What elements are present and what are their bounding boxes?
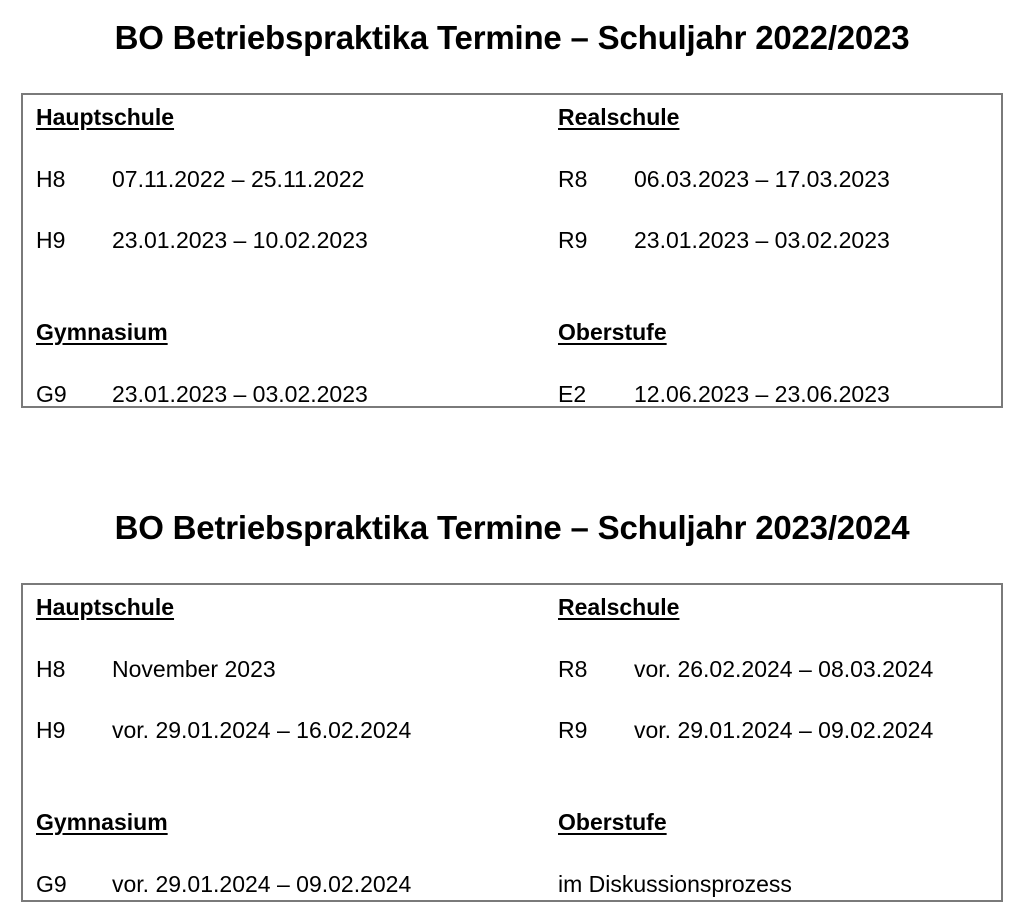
group-heading-realschule: Realschule	[558, 104, 680, 130]
table-column-left: Hauptschule H8 November 2023 H9 vor. 29.…	[23, 585, 558, 900]
row-code: H9	[36, 227, 66, 253]
row-code: R8	[558, 656, 588, 682]
row-value: 06.03.2023 – 17.03.2023	[634, 166, 890, 192]
row-code: R8	[558, 166, 588, 192]
row-value: 23.01.2023 – 10.02.2023	[112, 227, 368, 253]
row-value: November 2023	[112, 656, 276, 682]
row-value: 07.11.2022 – 25.11.2022	[112, 166, 365, 192]
section-title-2022-2023: BO Betriebspraktika Termine – Schuljahr …	[114, 19, 910, 56]
group-heading-oberstufe: Oberstufe	[558, 809, 667, 835]
row-code: G9	[36, 871, 67, 897]
row-value: 23.01.2023 – 03.02.2023	[634, 227, 890, 253]
row-value: vor. 29.01.2024 – 09.02.2024	[112, 871, 412, 897]
group-heading-hauptschule: Hauptschule	[36, 594, 175, 620]
group-heading-oberstufe: Oberstufe	[558, 319, 667, 345]
table-column-right: Realschule R8 vor. 26.02.2024 – 08.03.20…	[558, 585, 1001, 900]
schedule-table-2022-2023: Hauptschule H8 07.11.2022 – 25.11.2022 H…	[21, 93, 1003, 408]
row-code: H8	[36, 166, 66, 192]
table-column-right: Realschule R8 06.03.2023 – 17.03.2023 R9…	[558, 95, 1001, 407]
row-code: H8	[36, 656, 66, 682]
row-code: E2	[558, 381, 587, 407]
table-column-left: Hauptschule H8 07.11.2022 – 25.11.2022 H…	[23, 95, 558, 407]
row-code: H9	[36, 717, 66, 743]
row-value: vor. 26.02.2024 – 08.03.2024	[634, 656, 934, 682]
row-code: R9	[558, 717, 588, 743]
row-code: R9	[558, 227, 588, 253]
row-code: G9	[36, 381, 67, 407]
section-title-2023-2024: BO Betriebspraktika Termine – Schuljahr …	[114, 509, 910, 546]
schedule-table-2023-2024: Hauptschule H8 November 2023 H9 vor. 29.…	[21, 583, 1003, 902]
row-value: 12.06.2023 – 23.06.2023	[634, 381, 890, 407]
row-value: vor. 29.01.2024 – 16.02.2024	[112, 717, 412, 743]
group-heading-gymnasium: Gymnasium	[36, 809, 168, 835]
row-value: vor. 29.01.2024 – 09.02.2024	[634, 717, 934, 743]
group-heading-realschule: Realschule	[558, 594, 680, 620]
group-heading-gymnasium: Gymnasium	[36, 319, 168, 345]
row-value: im Diskussionsprozess	[558, 871, 792, 897]
group-heading-hauptschule: Hauptschule	[36, 104, 175, 130]
row-value: 23.01.2023 – 03.02.2023	[112, 381, 368, 407]
